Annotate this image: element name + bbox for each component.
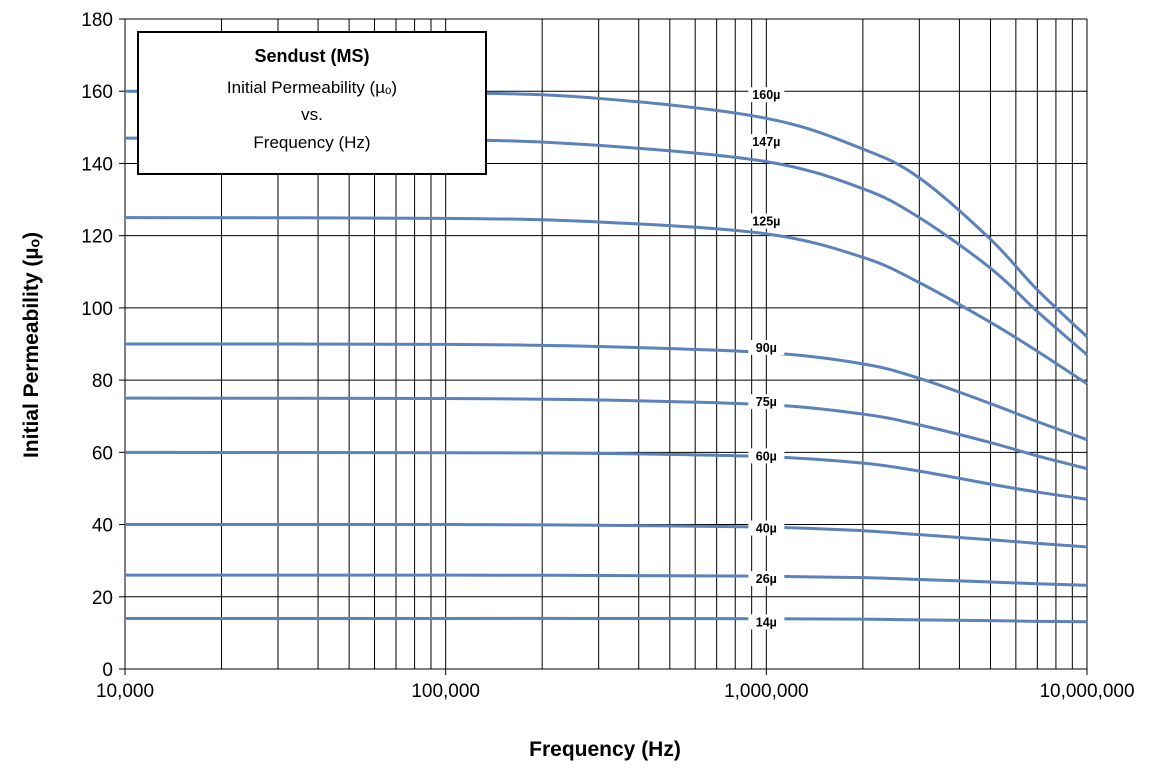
x-tick-label: 10,000 xyxy=(96,681,154,702)
x-tick-labels: 10,000 100,000 1,000,000 10,000,000 xyxy=(96,681,1135,702)
series-line xyxy=(124,523,1088,549)
series-line xyxy=(124,573,1088,587)
series-label-bg xyxy=(748,87,785,103)
y-tick-label: 120 xyxy=(81,227,113,248)
y-tick-labels: 0 20 40 60 80 100 120 140 160 180 xyxy=(81,10,113,681)
y-tick-label: 20 xyxy=(92,588,113,609)
series-label: 90µ xyxy=(756,341,777,355)
series-line xyxy=(124,396,1088,471)
series-label: 26µ xyxy=(756,572,777,586)
legend-line1: Initial Permeability (µₒ) xyxy=(227,78,397,97)
y-tick-label: 0 xyxy=(102,660,113,681)
x-tick-label: 1,000,000 xyxy=(724,681,809,702)
legend-line3: Frequency (Hz) xyxy=(253,133,370,152)
y-tick-label: 40 xyxy=(92,516,113,537)
y-tick-label: 60 xyxy=(92,443,113,464)
series-line xyxy=(125,616,1088,624)
y-tick-label: 80 xyxy=(92,371,113,392)
series-label: 125µ xyxy=(752,215,780,229)
series-label: 40µ xyxy=(756,522,777,536)
series-line xyxy=(124,216,1088,385)
y-axis-title: Initial Permeability (µₒ) xyxy=(20,232,43,458)
series-label: 160µ xyxy=(752,88,780,102)
series-label: 147µ xyxy=(752,135,780,149)
y-tick-label: 180 xyxy=(81,10,113,31)
series-label-bg xyxy=(748,134,785,150)
series-label-bg xyxy=(748,571,785,587)
series-line xyxy=(124,450,1088,501)
legend-line2: vs. xyxy=(301,105,323,124)
series-label-bg xyxy=(748,394,785,410)
series-label: 60µ xyxy=(756,449,777,463)
series-labels: 160µ 147µ 125µ 90µ 75µ 60µ 40µ 26µ 14µ xyxy=(748,87,785,630)
y-tick-label: 160 xyxy=(81,82,113,103)
series-line xyxy=(124,342,1088,442)
y-tick-label: 100 xyxy=(81,299,113,320)
x-tick-label: 100,000 xyxy=(411,681,480,702)
y-tick-label: 140 xyxy=(81,154,113,175)
series-label-bg xyxy=(748,340,785,355)
series-label: 75µ xyxy=(756,395,777,409)
x-axis-title: Frequency (Hz) xyxy=(529,738,681,761)
legend-title: Sendust (MS) xyxy=(255,46,370,66)
series-label: 14µ xyxy=(756,615,777,629)
series-label-bg xyxy=(748,520,785,536)
series-label-bg xyxy=(748,614,785,630)
x-tick-label: 10,000,000 xyxy=(1039,681,1134,702)
series-label-bg xyxy=(748,213,785,229)
legend-box: Sendust (MS) Initial Permeability (µₒ) v… xyxy=(137,31,487,175)
series-label-bg xyxy=(748,448,785,464)
